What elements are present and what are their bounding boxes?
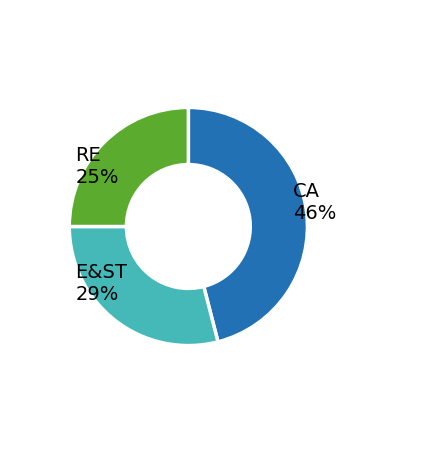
- Wedge shape: [188, 107, 307, 342]
- Text: CA
46%: CA 46%: [293, 182, 336, 223]
- Wedge shape: [69, 107, 188, 226]
- Text: RE
25%: RE 25%: [75, 146, 119, 188]
- Wedge shape: [69, 226, 218, 346]
- Text: E&ST
29%: E&ST 29%: [75, 263, 127, 304]
